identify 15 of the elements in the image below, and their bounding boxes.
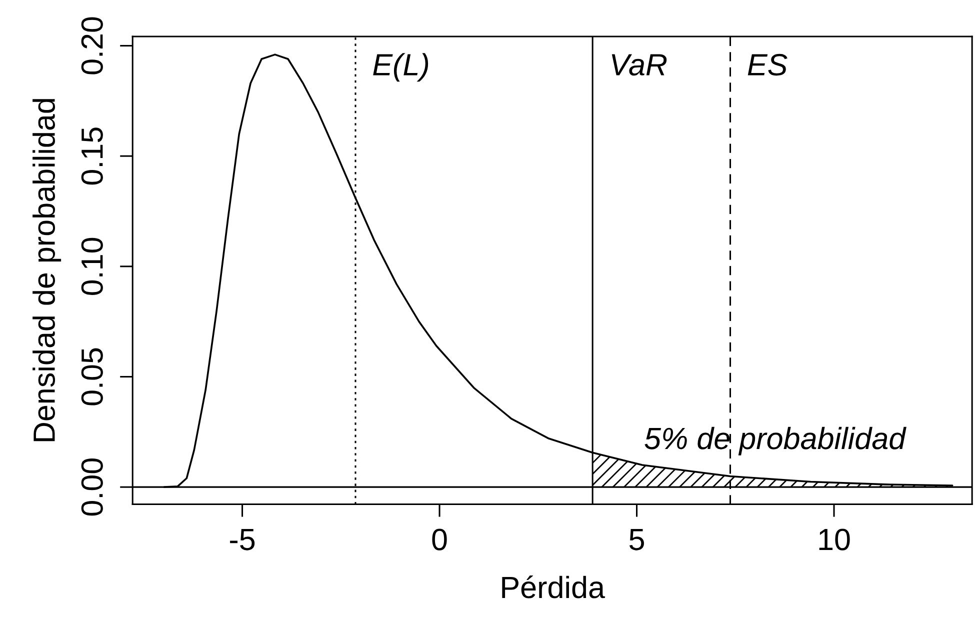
annotation: 5% de probabilidad: [644, 426, 906, 456]
x-tick-label: 5: [629, 529, 644, 550]
y-tick-label: 0.00: [81, 458, 103, 516]
y-tick-label: 0.10: [81, 238, 103, 295]
y-axis-title: Densidad de probabilidad: [32, 99, 62, 442]
y-tick-label: 0.05: [81, 348, 103, 406]
ref-line-label: ES: [748, 54, 788, 76]
ref-line-label: VaR: [612, 54, 667, 76]
y-tick-label: 0.20: [81, 17, 103, 74]
y-tick-label: 0.15: [81, 128, 103, 185]
x-tick-label: -5: [230, 529, 255, 550]
x-axis-title: Pérdida: [502, 575, 605, 598]
ref-line-label: E(L): [373, 53, 428, 82]
x-tick-label: 10: [819, 528, 850, 550]
x-tick-label: 0: [432, 528, 447, 550]
